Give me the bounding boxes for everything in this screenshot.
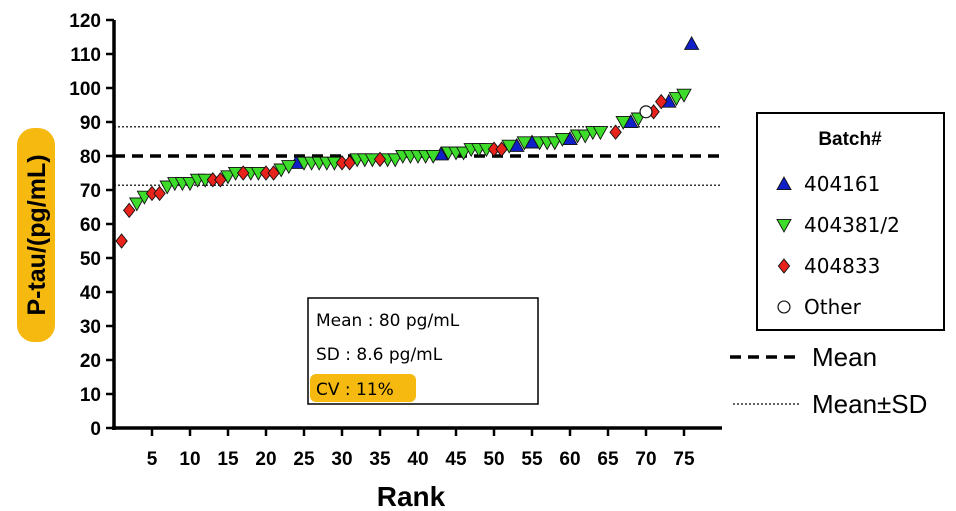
legend-marker [776, 176, 792, 191]
data-point [676, 88, 692, 103]
y-tick-label: 0 [90, 419, 101, 440]
data-point [214, 172, 227, 188]
line-legend-mean-label: Mean [812, 342, 877, 372]
y-tick-label: 40 [80, 283, 101, 304]
legend-items: 404161 404381/2 404833 Other [776, 172, 900, 319]
data-point [343, 155, 356, 171]
y-axis-title: P-tau/(pg/mL) [17, 128, 55, 342]
x-tick-label: 15 [217, 449, 239, 470]
x-tick-label: 55 [521, 449, 543, 470]
data-point [159, 180, 175, 195]
data-point [129, 197, 145, 212]
y-axis-ticks: 0 10 20 30 40 50 60 70 80 90 100 110 120 [69, 11, 114, 440]
x-tick-label: 10 [179, 449, 200, 470]
y-tick-label: 30 [80, 317, 101, 338]
data-point [655, 93, 668, 110]
y-axis-title-highlight [17, 128, 55, 342]
stats-cv-highlight [310, 374, 416, 402]
data-point [615, 115, 631, 130]
data-point [516, 136, 533, 151]
data-point [683, 35, 700, 50]
stats-mean: Mean : 80 pg/mL [316, 311, 460, 331]
x-tick-label: 5 [147, 449, 158, 470]
data-point [153, 185, 166, 202]
legend-marker [777, 300, 791, 314]
x-tick-label: 45 [445, 449, 467, 470]
data-point [273, 163, 289, 178]
stats-box: Mean : 80 pg/mL SD : 8.6 pg/mL CV : 11% [307, 297, 539, 405]
batch-legend: Batch# 404161 404381/2 404833 Other [756, 112, 945, 331]
data-point [267, 165, 280, 181]
data-point [455, 146, 472, 161]
data-point [668, 92, 685, 107]
x-tick-label: 70 [635, 449, 656, 470]
data-point [123, 202, 136, 219]
x-tick-label: 75 [673, 449, 695, 470]
x-axis-title: Rank [377, 481, 446, 511]
data-point [554, 132, 571, 147]
line-legend: Mean Mean±SD [730, 342, 927, 419]
data-point [547, 136, 563, 151]
legend-title: Batch# [818, 129, 882, 150]
x-axis-ticks: 5 10 15 20 25 30 35 40 45 50 55 60 65 70 75 [147, 428, 695, 470]
x-tick-label: 35 [369, 449, 391, 470]
x-tick-label: 40 [407, 449, 428, 470]
legend-marker [776, 218, 792, 233]
data-point [639, 105, 653, 119]
data-points [115, 35, 700, 249]
x-tick-label: 65 [597, 449, 619, 470]
y-tick-label: 120 [69, 11, 101, 32]
data-point [220, 170, 236, 185]
legend-marker [777, 258, 791, 274]
stats-cv: CV : 11% [316, 380, 394, 400]
legend-label: 404381/2 [804, 213, 900, 237]
line-legend-sd-label: Mean±SD [812, 389, 927, 419]
y-tick-label: 50 [80, 249, 101, 270]
data-point [373, 151, 387, 168]
x-tick-label: 30 [331, 449, 352, 470]
data-point [592, 126, 609, 141]
y-tick-label: 10 [80, 385, 101, 406]
data-point [237, 165, 250, 181]
data-point [495, 141, 508, 157]
y-tick-label: 80 [80, 147, 101, 168]
x-tick-label: 25 [293, 449, 315, 470]
y-tick-label: 20 [80, 351, 101, 372]
data-point [577, 129, 593, 144]
stats-sd: SD : 8.6 pg/mL [316, 345, 443, 365]
data-point [609, 124, 622, 140]
y-tick-label: 100 [69, 79, 101, 100]
y-tick-label: 60 [80, 215, 101, 236]
y-tick-label: 110 [70, 45, 101, 66]
legend-label: 404161 [804, 172, 880, 196]
data-point [387, 153, 403, 168]
data-point [115, 233, 128, 249]
y-tick-label: 70 [80, 181, 101, 202]
stats-box-frame [307, 297, 539, 405]
x-tick-label: 60 [559, 449, 580, 470]
data-point [281, 160, 297, 175]
data-point [182, 177, 198, 192]
y-axis-title-text: P-tau/(pg/mL) [23, 154, 51, 315]
y-tick-label: 90 [80, 113, 101, 134]
data-point [425, 149, 441, 164]
legend-label: Other [804, 295, 862, 319]
x-tick-label: 20 [255, 449, 276, 470]
x-tick-label: 50 [483, 449, 504, 470]
legend-label: 404833 [804, 254, 880, 278]
data-point [501, 139, 517, 154]
